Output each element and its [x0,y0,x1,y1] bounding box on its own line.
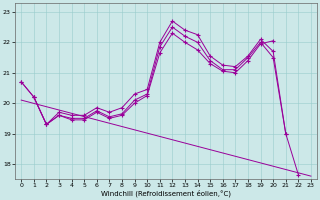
X-axis label: Windchill (Refroidissement éolien,°C): Windchill (Refroidissement éolien,°C) [101,190,231,197]
